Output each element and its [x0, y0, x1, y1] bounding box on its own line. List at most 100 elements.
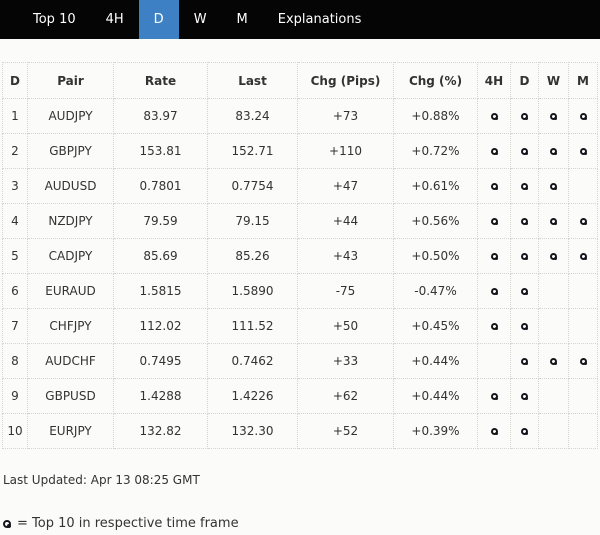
top10-d-cell [510, 378, 539, 414]
top10-d-cell [510, 168, 539, 204]
last-updated-text: Last Updated: Apr 13 08:25 GMT [3, 473, 200, 487]
top10-w-cell [538, 203, 569, 239]
top10-w-cell [538, 133, 569, 169]
bullseye-icon [579, 358, 587, 365]
bullseye-icon [490, 218, 498, 225]
top10-m-cell [568, 133, 598, 169]
rate-cell: 85.69 [113, 238, 208, 274]
rank-cell: 10 [2, 413, 28, 449]
rank-cell: 5 [2, 238, 28, 274]
rate-cell: 112.02 [113, 308, 208, 344]
top10-d-cell [510, 203, 539, 239]
timeframe-tabs: Top 10 4H D W M Explanations [0, 0, 600, 39]
bullseye-icon [521, 428, 528, 435]
last-cell: 85.26 [207, 238, 298, 274]
pair-cell: EURJPY [27, 413, 114, 449]
chg-pips-cell: +110 [297, 133, 394, 169]
rank-cell: 9 [2, 378, 28, 414]
pair-cell: GBPUSD [27, 378, 114, 414]
bullseye-icon [550, 148, 557, 155]
top10-4h-cell [477, 238, 511, 274]
chg-pips-cell: +52 [297, 413, 394, 449]
last-cell: 111.52 [207, 308, 298, 344]
column-header-chg-pips: Chg (Pips) [297, 62, 394, 99]
table-row: 5 CADJPY 85.69 85.26 +43 +0.50% [2, 238, 598, 274]
top10-4h-cell [477, 273, 511, 309]
top10-4h-cell [477, 308, 511, 344]
chg-pips-cell: +73 [297, 98, 394, 134]
chg-pct-cell: +0.44% [393, 343, 478, 379]
bullseye-icon [521, 393, 528, 400]
rank-cell: 4 [2, 203, 28, 239]
tab-4h[interactable]: 4H [105, 12, 124, 27]
chg-pct-cell: +0.45% [393, 308, 478, 344]
bullseye-icon [521, 358, 528, 365]
rank-cell: 3 [2, 168, 28, 204]
bullseye-icon [3, 519, 11, 528]
rank-cell: 1 [2, 98, 28, 134]
top10-m-cell [568, 98, 598, 134]
tab-w[interactable]: W [193, 12, 207, 27]
rate-cell: 79.59 [113, 203, 208, 239]
bullseye-icon [521, 288, 528, 295]
bullseye-icon [490, 323, 498, 330]
bullseye-icon [490, 253, 498, 260]
bullseye-icon [490, 183, 498, 190]
top10-w-cell [538, 238, 569, 274]
rank-cell: 2 [2, 133, 28, 169]
top10-4h-cell [477, 413, 511, 449]
bullseye-icon [579, 113, 587, 120]
bullseye-icon [490, 428, 498, 435]
top10-m-cell [568, 238, 598, 274]
rank-cell: 6 [2, 273, 28, 309]
bullseye-icon [490, 393, 498, 400]
bullseye-icon [490, 148, 498, 155]
top10-w-cell [538, 343, 569, 379]
chg-pips-cell: +50 [297, 308, 394, 344]
bullseye-icon [550, 183, 557, 190]
chg-pct-cell: +0.88% [393, 98, 478, 134]
bullseye-icon [521, 323, 528, 330]
last-cell: 0.7754 [207, 168, 298, 204]
last-cell: 132.30 [207, 413, 298, 449]
top10-4h-cell [477, 98, 511, 134]
rate-cell: 132.82 [113, 413, 208, 449]
bullseye-icon [490, 113, 498, 120]
bullseye-icon [521, 253, 528, 260]
column-header-d: D [510, 62, 539, 99]
chg-pct-cell: +0.44% [393, 378, 478, 414]
top10-d-cell [510, 133, 539, 169]
bullseye-icon [579, 218, 587, 225]
top10-d-cell [510, 238, 539, 274]
chg-pips-cell: +33 [297, 343, 394, 379]
top10-m-cell [568, 168, 598, 204]
rate-cell: 83.97 [113, 98, 208, 134]
rate-cell: 153.81 [113, 133, 208, 169]
bullseye-icon [579, 253, 587, 260]
pair-cell: NZDJPY [27, 203, 114, 239]
tab-m[interactable]: M [236, 12, 248, 27]
top10-w-cell [538, 413, 569, 449]
table-row: 7 CHFJPY 112.02 111.52 +50 +0.45% [2, 308, 598, 344]
chg-pips-cell: +43 [297, 238, 394, 274]
last-cell: 83.24 [207, 98, 298, 134]
pair-cell: AUDCHF [27, 343, 114, 379]
top10-d-cell [510, 273, 539, 309]
last-cell: 0.7462 [207, 343, 298, 379]
top10-m-cell [568, 343, 598, 379]
tab-d[interactable]: D [138, 0, 179, 39]
top10-d-cell [510, 413, 539, 449]
tab-explanations[interactable]: Explanations [277, 12, 362, 27]
last-cell: 1.4226 [207, 378, 298, 414]
pair-cell: GBPJPY [27, 133, 114, 169]
top10-4h-cell [477, 343, 511, 379]
table-row: 8 AUDCHF 0.7495 0.7462 +33 +0.44% [2, 343, 598, 379]
top10-d-cell [510, 308, 539, 344]
top10-w-cell [538, 378, 569, 414]
column-header-4h: 4H [477, 62, 511, 99]
column-header-m: M [568, 62, 598, 99]
table-row: 10 EURJPY 132.82 132.30 +52 +0.39% [2, 413, 598, 449]
tab-top-10[interactable]: Top 10 [33, 12, 76, 27]
bullseye-icon [521, 218, 528, 225]
column-header-w: W [538, 62, 569, 99]
